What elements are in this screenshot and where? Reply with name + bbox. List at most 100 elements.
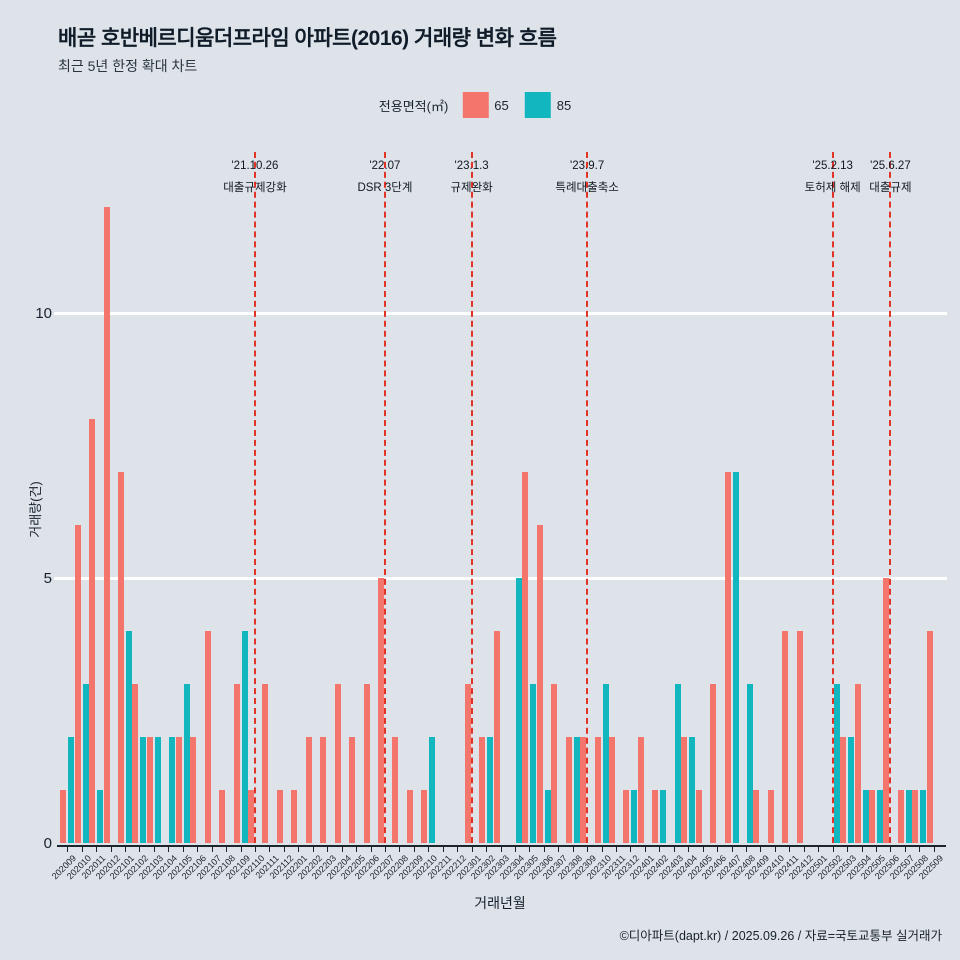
legend-label-85[interactable]: 85 bbox=[556, 97, 572, 113]
x-tick bbox=[731, 847, 733, 852]
event-label-202506: 대출규제 bbox=[869, 182, 912, 194]
x-tick bbox=[890, 847, 892, 852]
x-tick bbox=[904, 847, 906, 852]
legend-swatch-85[interactable] bbox=[524, 92, 551, 118]
x-tick bbox=[356, 847, 358, 852]
event-line-202301 bbox=[470, 152, 473, 843]
bar-65-202202 bbox=[305, 737, 312, 843]
bar-65-202412 bbox=[796, 631, 803, 843]
bar-85-202505 bbox=[877, 790, 883, 843]
bar-65-202105 bbox=[175, 737, 182, 843]
bar-65-202302 bbox=[479, 737, 486, 843]
event-label-202110: 대출규제강화 bbox=[223, 182, 287, 194]
event-label-202301: 규제완화 bbox=[450, 182, 493, 194]
x-tick bbox=[630, 847, 632, 852]
event-label-202502: 토허제 해제 bbox=[804, 182, 861, 194]
bar-65-202410 bbox=[767, 790, 774, 843]
bar-85-202507 bbox=[905, 790, 912, 843]
bar-65-202009 bbox=[60, 790, 67, 843]
bar-85-202101 bbox=[125, 631, 132, 843]
event-label-202207: DSR 3단계 bbox=[357, 182, 413, 194]
bar-65-202312 bbox=[623, 790, 630, 843]
bar-65-202406 bbox=[710, 684, 717, 843]
event-line-202110 bbox=[253, 152, 256, 843]
event-date-202502: '25.2.13 bbox=[812, 160, 853, 172]
legend-swatch-65[interactable] bbox=[462, 92, 489, 118]
x-tick bbox=[254, 847, 256, 852]
bar-65-202505 bbox=[869, 790, 875, 843]
x-tick bbox=[789, 847, 791, 852]
bar-85-202105 bbox=[183, 684, 190, 843]
x-tick bbox=[659, 847, 661, 852]
bar-85-202009 bbox=[68, 737, 75, 843]
x-tick bbox=[327, 847, 329, 852]
bar-65-202401 bbox=[637, 737, 644, 843]
bar-85-202306 bbox=[544, 790, 551, 843]
bar-85-202312 bbox=[631, 790, 638, 843]
bar-85-202305 bbox=[530, 684, 537, 843]
bar-65-202305 bbox=[522, 472, 529, 843]
bar-65-202108 bbox=[219, 790, 226, 843]
bar-65-202308 bbox=[565, 737, 572, 843]
gridline-y5 bbox=[54, 577, 947, 580]
legend-label-65[interactable]: 65 bbox=[494, 97, 509, 113]
bar-65-202010 bbox=[74, 525, 81, 843]
x-tick bbox=[168, 847, 170, 852]
x-tick bbox=[370, 847, 372, 852]
x-tick bbox=[67, 847, 69, 852]
x-tick bbox=[717, 847, 719, 852]
event-label-202309: 특례대출축소 bbox=[555, 182, 619, 194]
bar-65-202208 bbox=[392, 737, 399, 843]
bar-65-202209 bbox=[406, 790, 413, 843]
bar-65-202509 bbox=[926, 631, 933, 843]
legend-title: 전용면적(㎡) bbox=[378, 98, 449, 114]
x-tick bbox=[876, 847, 877, 852]
x-axis-title: 거래년월 bbox=[474, 895, 526, 911]
x-tick bbox=[197, 847, 199, 852]
bar-65-202303 bbox=[493, 631, 500, 843]
bar-85-202508 bbox=[920, 790, 927, 843]
x-tick bbox=[182, 847, 184, 852]
bar-65-202205 bbox=[349, 737, 356, 843]
x-tick bbox=[81, 847, 83, 852]
x-tick bbox=[312, 847, 314, 852]
x-tick bbox=[861, 847, 863, 852]
bar-85-202103 bbox=[154, 737, 161, 843]
bar-65-202102 bbox=[132, 684, 139, 843]
bar-65-202307 bbox=[551, 684, 558, 843]
bar-65-202203 bbox=[320, 737, 327, 843]
x-tick bbox=[413, 847, 415, 852]
x-tick bbox=[558, 847, 560, 852]
x-tick bbox=[226, 847, 228, 852]
x-tick bbox=[341, 847, 343, 852]
x-tick bbox=[644, 847, 646, 852]
x-tick bbox=[803, 847, 805, 852]
x-tick bbox=[514, 847, 516, 852]
x-tick bbox=[153, 847, 155, 852]
x-tick bbox=[919, 847, 921, 852]
x-tick bbox=[543, 847, 545, 852]
bar-65-202012 bbox=[103, 207, 110, 843]
x-tick bbox=[529, 847, 531, 852]
bar-65-202504 bbox=[854, 684, 861, 843]
event-line-202506 bbox=[889, 152, 892, 843]
bar-65-202405 bbox=[695, 790, 702, 843]
bar-85-202304 bbox=[515, 578, 522, 843]
x-tick bbox=[746, 847, 748, 852]
bar-65-202402 bbox=[652, 790, 659, 843]
y-axis-title: 거래량(건) bbox=[27, 481, 43, 538]
bar-85-202502 bbox=[833, 684, 840, 843]
x-tick bbox=[572, 847, 574, 852]
x-tick bbox=[673, 847, 675, 852]
bar-85-202407 bbox=[732, 472, 739, 843]
bar-65-202411 bbox=[782, 631, 789, 843]
bar-85-202408 bbox=[747, 684, 754, 843]
event-date-202506: '25.6.27 bbox=[870, 160, 911, 172]
x-tick bbox=[774, 847, 776, 852]
bar-85-202102 bbox=[140, 737, 147, 843]
x-tick bbox=[818, 847, 820, 852]
x-tick bbox=[298, 847, 300, 852]
bar-65-202111 bbox=[262, 684, 269, 843]
x-tick bbox=[933, 847, 935, 852]
